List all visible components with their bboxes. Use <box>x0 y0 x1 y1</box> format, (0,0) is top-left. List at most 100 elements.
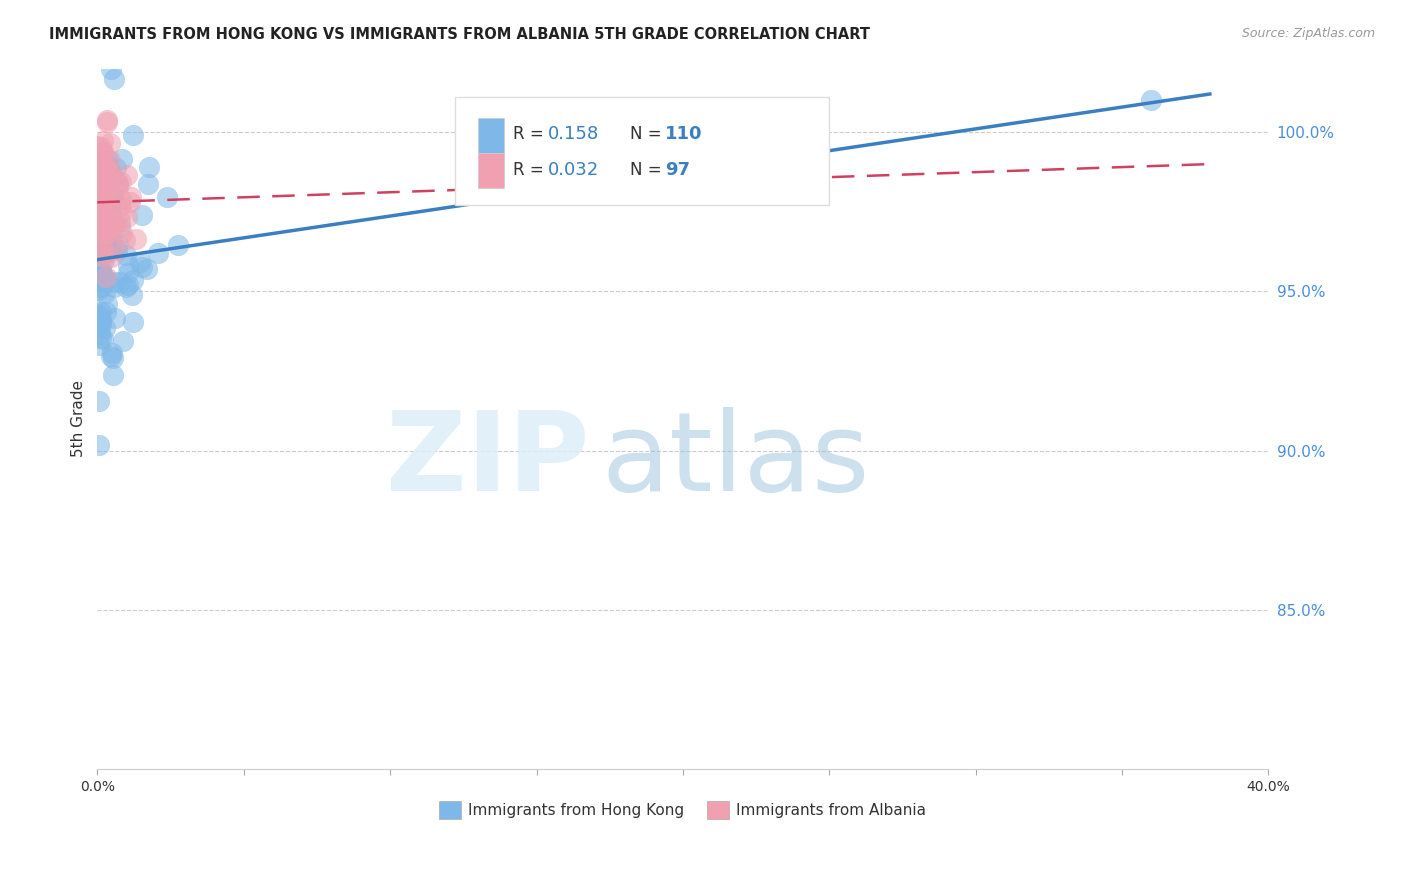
Point <box>93 252 115 267</box>
Point <box>115 168 138 182</box>
Point <box>103 72 125 87</box>
Point <box>100 196 122 211</box>
Point <box>110 205 132 219</box>
Point <box>89 273 111 287</box>
Point <box>87 195 110 210</box>
Point <box>89 438 111 452</box>
Point <box>87 394 110 409</box>
Text: R =: R = <box>513 161 550 179</box>
Point <box>97 194 120 208</box>
Point <box>155 190 177 204</box>
Point <box>94 269 117 284</box>
Point <box>107 237 129 252</box>
Point <box>90 331 112 345</box>
Point <box>96 227 118 241</box>
Point <box>86 309 108 323</box>
Point <box>108 219 131 234</box>
Point <box>94 158 117 172</box>
Point <box>107 176 129 190</box>
Point <box>104 310 127 325</box>
Point <box>90 217 112 231</box>
Point <box>136 177 159 191</box>
Point <box>105 243 128 257</box>
Point <box>91 181 114 195</box>
Point <box>87 209 110 223</box>
Point <box>87 194 110 209</box>
Point <box>97 153 120 168</box>
Point <box>101 213 124 227</box>
Point <box>103 279 125 293</box>
Point <box>89 227 111 241</box>
Text: 0.032: 0.032 <box>548 161 599 179</box>
Point <box>87 183 110 197</box>
Point <box>125 232 148 246</box>
Point <box>87 157 110 171</box>
Point <box>98 219 121 233</box>
Point <box>108 199 131 213</box>
Point <box>101 235 124 249</box>
Point <box>98 240 121 254</box>
Point <box>93 186 115 200</box>
Point <box>98 221 121 235</box>
Point <box>90 228 112 243</box>
Point <box>167 237 190 252</box>
Point <box>96 158 118 172</box>
Point <box>101 368 124 382</box>
Point <box>89 317 111 331</box>
Text: N =: N = <box>630 126 666 144</box>
Point <box>93 207 115 221</box>
Point <box>89 218 111 232</box>
Point <box>89 169 111 184</box>
Point <box>122 315 145 329</box>
Point <box>98 164 121 178</box>
Point <box>117 210 139 224</box>
Point <box>90 163 112 178</box>
Point <box>94 227 117 241</box>
Point <box>96 206 118 220</box>
Point <box>91 172 114 186</box>
Point <box>96 236 118 251</box>
Point <box>117 258 139 272</box>
Point <box>87 307 110 321</box>
Point <box>87 193 110 207</box>
Point <box>90 172 112 186</box>
Point <box>93 197 115 211</box>
Point <box>91 162 114 177</box>
Text: ZIP: ZIP <box>385 408 589 515</box>
Point <box>87 275 110 289</box>
Point <box>87 169 110 184</box>
Point <box>96 183 118 197</box>
Point <box>94 186 117 200</box>
Bar <box>478 153 503 187</box>
Text: Source: ZipAtlas.com: Source: ZipAtlas.com <box>1241 27 1375 40</box>
Bar <box>478 118 503 153</box>
Point <box>87 283 110 297</box>
Point <box>86 196 108 211</box>
Point <box>87 235 110 249</box>
Point <box>87 337 110 351</box>
Point <box>87 164 110 178</box>
Legend: Immigrants from Hong Kong, Immigrants from Albania: Immigrants from Hong Kong, Immigrants fr… <box>433 795 932 825</box>
Point <box>87 252 110 267</box>
Point <box>87 156 110 170</box>
Point <box>86 229 108 244</box>
Point <box>91 220 114 235</box>
Point <box>91 332 114 346</box>
Point <box>104 161 127 175</box>
Point <box>90 171 112 186</box>
Point <box>93 171 115 186</box>
Point <box>91 191 114 205</box>
Point <box>89 151 111 165</box>
Text: 97: 97 <box>665 161 690 179</box>
Point <box>93 218 115 232</box>
Point <box>101 351 124 366</box>
Point <box>87 219 110 233</box>
Point <box>104 275 127 289</box>
Point <box>100 250 122 264</box>
Point <box>91 217 114 231</box>
Point <box>89 223 111 237</box>
Point <box>94 246 117 260</box>
Point <box>94 186 117 201</box>
Point <box>94 187 117 202</box>
Point <box>93 251 115 265</box>
